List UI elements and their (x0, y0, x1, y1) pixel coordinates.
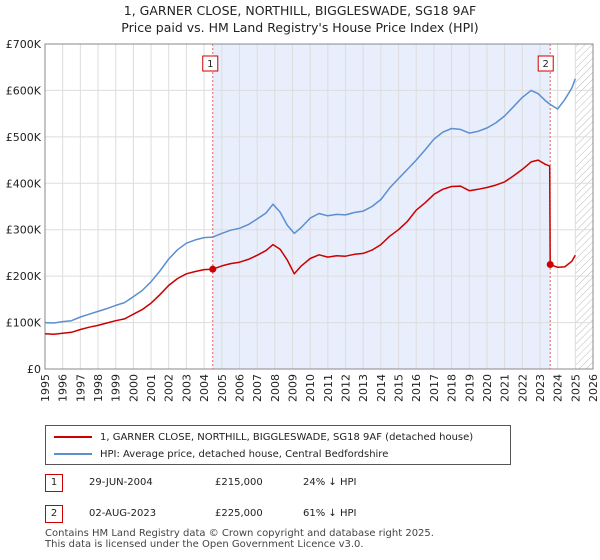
x-tick-label: 2016 (410, 374, 423, 402)
x-tick-label: 2006 (233, 374, 246, 402)
sale-price-1: £215,000 (215, 477, 263, 488)
sale-badge-2: 2 (45, 505, 63, 523)
x-tick-label: 2005 (216, 374, 229, 402)
x-tick-label: 2021 (499, 374, 512, 402)
x-tick-label: 2017 (428, 374, 441, 402)
x-tick-label: 2025 (569, 374, 582, 402)
hpi-line (44, 78, 577, 324)
x-tick-label: 2018 (446, 374, 459, 402)
y-tick-label: £700K (6, 38, 42, 51)
x-tick-label: 2019 (463, 374, 476, 402)
sale-hpi-2: 61% ↓ HPI (303, 508, 357, 519)
x-tick-label: 1998 (92, 374, 105, 402)
y-tick-label: £500K (6, 131, 42, 144)
x-tick-label: 1997 (74, 374, 87, 402)
sale-date-2: 02-AUG-2023 (89, 508, 157, 519)
sale-row-2: 2 02-AUG-2023 £225,000 61% ↓ HPI (45, 505, 565, 523)
x-tick-label: 2009 (286, 374, 299, 402)
y-tick-label: £600K (6, 84, 42, 97)
x-tick-label: 1995 (39, 374, 52, 402)
sale-badge-label-2: 2 (543, 59, 549, 70)
y-tick-label: £200K (6, 270, 42, 283)
price-chart: £0 £100K £200K £300K £400K £500K £600K £700K 199… (6, 38, 600, 402)
legend-swatch-property (54, 436, 92, 438)
sale-badge-label-1: 1 (207, 59, 213, 70)
sale-point-2 (546, 261, 554, 269)
y-tick-label: £0 (27, 363, 41, 376)
footer-copyright: Contains HM Land Registry data © Crown c… (45, 528, 434, 539)
legend-label-property: 1, GARNER CLOSE, NORTHILL, BIGGLESWADE, … (100, 431, 474, 443)
x-tick-label: 2014 (375, 374, 388, 402)
sale-badge-chart-1 (202, 55, 219, 72)
sale-point-1 (209, 265, 217, 273)
x-tick-label: 1996 (57, 374, 70, 402)
legend-item-hpi: HPI: Average price, detached house, Cent… (54, 446, 388, 462)
x-tick-label: 2011 (322, 374, 335, 402)
x-tick-label: 2026 (587, 374, 600, 402)
sale-hpi-1: 24% ↓ HPI (303, 477, 357, 488)
legend-label-hpi: HPI: Average price, detached house, Cent… (100, 448, 389, 460)
x-tick-label: 2000 (127, 374, 140, 402)
y-tick-label: £300K (6, 224, 42, 237)
legend-swatch-hpi (54, 453, 92, 455)
footer-licence: This data is licensed under the Open Gov… (45, 539, 364, 550)
x-tick-label: 2023 (534, 374, 547, 402)
sale-badge-1: 1 (45, 474, 63, 492)
sale-badge-chart-2 (537, 55, 554, 72)
x-tick-label: 2013 (357, 374, 370, 402)
footer: Contains HM Land Registry data © Crown c… (45, 528, 434, 550)
chart-title: 1, GARNER CLOSE, NORTHILL, BIGGLESWADE, … (0, 2, 600, 36)
x-tick-label: 2024 (552, 374, 565, 402)
x-tick-label: 2020 (481, 374, 494, 402)
sale-price-2: £225,000 (215, 508, 263, 519)
x-tick-label: 2012 (340, 374, 353, 402)
legend-item-property: 1, GARNER CLOSE, NORTHILL, BIGGLESWADE, … (54, 429, 473, 445)
x-tick-label: 2010 (304, 374, 317, 402)
x-tick-label: 2015 (393, 374, 406, 402)
x-tick-label: 2002 (163, 374, 176, 402)
sale-row-1: 1 29-JUN-2004 £215,000 24% ↓ HPI (45, 474, 565, 492)
y-tick-label: £400K (6, 177, 42, 190)
x-tick-label: 2003 (180, 374, 193, 402)
x-tick-label: 1999 (110, 374, 123, 402)
plot-frame (44, 43, 594, 370)
x-tick-label: 2001 (145, 374, 158, 402)
property-price-line (44, 159, 576, 335)
x-tick-label: 2022 (516, 374, 529, 402)
sale-date-1: 29-JUN-2004 (89, 477, 153, 488)
x-tick-label: 2004 (198, 374, 211, 402)
legend: 1, GARNER CLOSE, NORTHILL, BIGGLESWADE, … (45, 425, 511, 465)
x-tick-label: 2008 (269, 374, 282, 402)
x-tick-label: 2007 (251, 374, 264, 402)
y-tick-label: £100K (6, 317, 42, 330)
chart-title-line1: 1, GARNER CLOSE, NORTHILL, BIGGLESWADE, … (123, 3, 477, 18)
future-hatch (575, 44, 593, 369)
chart-subtitle: Price paid vs. HM Land Registry's House … (121, 20, 479, 35)
ownership-shade (212, 44, 551, 369)
